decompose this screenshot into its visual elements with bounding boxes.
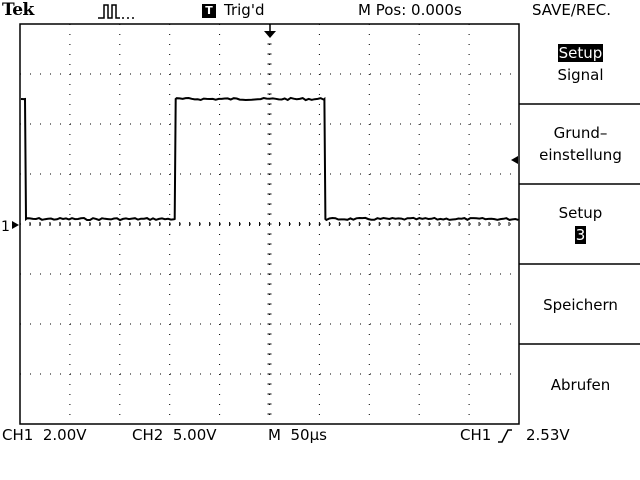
menu-setup-label: Setup [558,204,603,222]
trigger-source: CH1 [460,426,492,444]
ch1-waveform-trace [20,96,519,222]
menu-setup-selected: Setup [557,44,604,62]
menu-speichern-label: Speichern [543,296,618,314]
trigger-level: 2.53V [526,426,570,444]
ch2-scale: CH2 5.00V [132,426,217,444]
side-menu: Setup Signal Grund– einstellung Setup 3 … [521,24,640,424]
trigger-position-marker [264,24,276,38]
menu-grund-label: Grund– [553,124,608,142]
ch1-ground-arrow [12,221,19,229]
menu-einstellung-label: einstellung [539,146,622,164]
menu-abrufen[interactable]: Abrufen [521,374,640,396]
menu-speichern[interactable]: Speichern [521,294,640,316]
menu-setup-signal[interactable]: Setup Signal [521,42,640,86]
menu-abrufen-label: Abrufen [550,376,611,394]
ch1-scale: CH1 2.00V [2,426,87,444]
menu-title: SAVE/REC. [532,1,612,19]
menu-setup-3[interactable]: Setup 3 [521,202,640,246]
trigger-badge: T [202,4,216,18]
timebase: M 50µs [268,426,327,444]
ch1-ground-marker: 1 [1,219,10,235]
trigger-status: Trig'd [224,1,265,19]
acquisition-pulse-icon [98,2,140,26]
rising-edge-icon [498,429,512,443]
trigger-level-marker [511,156,518,164]
main-position: M Pos: 0.000s [358,1,462,19]
menu-grundeinstellung[interactable]: Grund– einstellung [521,122,640,166]
menu-setup-number: 3 [574,226,587,244]
menu-signal-label: Signal [557,66,604,84]
brand-logo: Tek [2,0,34,20]
